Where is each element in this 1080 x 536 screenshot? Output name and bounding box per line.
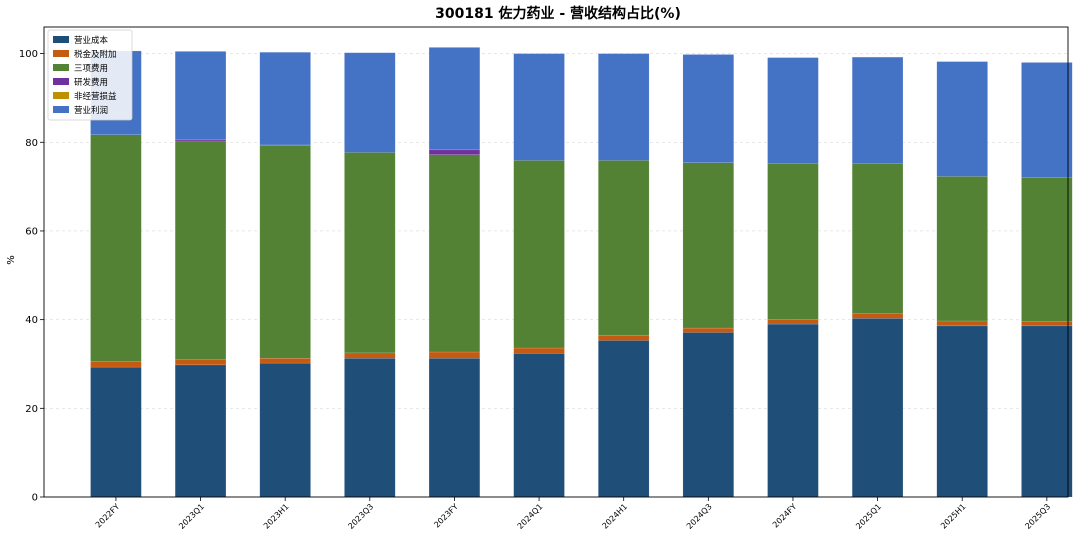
bar-segment-2-3 <box>344 152 396 354</box>
bar-segment-5-7 <box>682 54 734 163</box>
legend-label-3: 研发费用 <box>74 77 108 88</box>
bar-segment-5-4 <box>428 47 481 151</box>
bars <box>90 47 1073 498</box>
bar-segment-1-8 <box>767 319 819 325</box>
y-tick-label: 100 <box>19 49 38 60</box>
bar-segment-0-4 <box>428 357 481 498</box>
bar-segment-0-1 <box>174 364 227 498</box>
bar-segment-2-2 <box>259 145 311 359</box>
legend-swatch-0 <box>53 36 69 43</box>
bar-segment-1-11 <box>1021 321 1073 327</box>
y-axis-label: % <box>6 255 17 265</box>
x-tick-label: 2024Q3 <box>685 502 714 531</box>
bar-segment-1-10 <box>936 320 988 327</box>
bar-segment-1-0 <box>90 361 142 368</box>
bar-segment-5-5 <box>513 53 565 161</box>
legend-label-2: 三项费用 <box>74 63 108 74</box>
bar-segment-2-5 <box>513 160 565 349</box>
x-tick-label: 2025Q3 <box>1023 502 1052 531</box>
bar-segment-0-8 <box>767 323 819 498</box>
bar-segment-0-7 <box>682 332 734 498</box>
y-tick-label: 40 <box>25 315 38 326</box>
x-tick-label: 2023FY <box>432 502 460 530</box>
x-tick-label: 2023H1 <box>262 502 291 531</box>
x-tick-label: 2024H1 <box>601 502 630 531</box>
bar-segment-5-8 <box>767 57 819 164</box>
bar-segment-1-6 <box>598 334 650 341</box>
x-tick-label: 2025Q1 <box>854 502 883 531</box>
legend-swatch-2 <box>53 64 69 71</box>
bar-segment-5-2 <box>259 52 311 146</box>
bar-segment-2-11 <box>1021 177 1073 322</box>
bar-segment-2-1 <box>174 140 227 360</box>
bar-segment-2-10 <box>936 176 988 322</box>
legend-label-4: 非经营损益 <box>74 91 117 102</box>
bar-segment-1-7 <box>682 327 734 333</box>
legend-swatch-4 <box>53 92 69 99</box>
bar-segment-1-4 <box>428 351 481 359</box>
x-tick-label: 2022FY <box>94 502 122 530</box>
plot-frame <box>43 26 1069 498</box>
bar-segment-5-6 <box>598 53 650 161</box>
bar-segment-2-6 <box>598 160 650 336</box>
chart-title: 300181 佐力药业 - 营收结构占比(%) <box>435 5 681 22</box>
bar-segment-1-1 <box>174 359 227 366</box>
bar-segment-5-11 <box>1021 62 1073 178</box>
bar-segment-0-10 <box>936 325 988 498</box>
legend-swatch-5 <box>53 106 69 113</box>
x-tick-label: 2025H1 <box>939 502 968 531</box>
bar-segment-0-11 <box>1021 325 1073 498</box>
bar-segment-1-2 <box>259 357 311 364</box>
y-tick-label: 20 <box>25 404 38 415</box>
y-tick-label: 0 <box>32 493 38 504</box>
x-tick-label: 2024FY <box>771 502 799 530</box>
y-tick-label: 60 <box>25 226 38 237</box>
bar-segment-0-6 <box>598 340 650 498</box>
bar-segment-1-9 <box>851 313 904 319</box>
y-tick-label: 80 <box>25 138 38 149</box>
bar-segment-2-4 <box>428 154 481 353</box>
legend-swatch-1 <box>53 50 69 57</box>
bar-segment-0-0 <box>90 366 142 498</box>
legend-label-0: 营业成本 <box>74 35 109 46</box>
bar-segment-1-5 <box>513 347 565 354</box>
bar-segment-2-7 <box>682 162 734 329</box>
legend-label-5: 营业利润 <box>74 105 108 116</box>
bar-segment-3-4 <box>428 149 481 155</box>
bar-segment-2-9 <box>851 163 904 314</box>
bar-segment-2-0 <box>90 134 142 363</box>
bar-segment-1-3 <box>344 352 396 359</box>
bar-segment-2-8 <box>767 163 819 320</box>
bar-segment-0-2 <box>259 362 311 498</box>
bar-segment-0-5 <box>513 353 565 498</box>
bar-segment-0-9 <box>851 318 904 498</box>
axes <box>43 26 1069 498</box>
bar-segment-5-1 <box>174 51 227 140</box>
x-tick-label: 2024Q1 <box>516 502 545 531</box>
legend-label-1: 税金及附加 <box>74 49 117 60</box>
x-tick-label: 2023Q1 <box>177 502 206 531</box>
bar-segment-5-10 <box>936 61 988 177</box>
bar-segment-0-3 <box>344 357 396 498</box>
legend-swatch-3 <box>53 78 69 85</box>
bar-segment-5-3 <box>344 52 396 153</box>
x-tick-label: 2023Q3 <box>346 502 375 531</box>
bar-segment-5-9 <box>851 56 904 164</box>
